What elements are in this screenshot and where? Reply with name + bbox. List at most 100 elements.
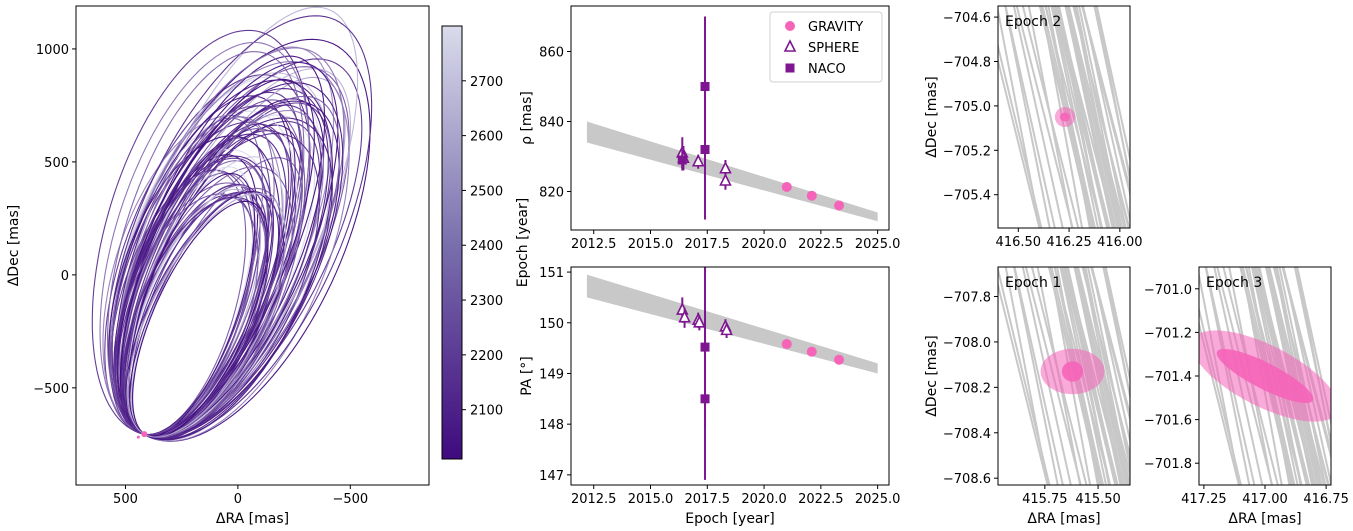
- orbit-track: [998, 56, 1041, 228]
- y-tick-label: −708.2: [943, 381, 991, 396]
- epoch2-frame: [997, 5, 1131, 229]
- gravity-point: [781, 339, 792, 350]
- separation-frame: [570, 5, 890, 231]
- y-tick-label: −701.6: [1144, 414, 1192, 429]
- epoch1-frame: [997, 266, 1131, 486]
- orbit-track: [1013, 267, 1059, 485]
- y-tick-label: 1000: [36, 43, 69, 58]
- legend-label: SPHERE: [808, 41, 859, 56]
- legend: GRAVITY SPHERE NACO: [769, 11, 883, 83]
- x-tick-label: 2015.0: [628, 492, 674, 507]
- x-tick-label: 2020.0: [741, 492, 787, 507]
- x-axis-label: Epoch [year]: [685, 511, 774, 527]
- companion-marker: [141, 431, 148, 438]
- orbit-track: [1081, 6, 1130, 193]
- y-tick-label: −704.6: [943, 11, 991, 26]
- y-tick-label: 148: [539, 418, 564, 433]
- uncertainty-ellipse-inner: [1059, 112, 1071, 122]
- x-axis-label: ΔRA [mas]: [1228, 511, 1301, 527]
- epoch3-plot-area: [1199, 267, 1331, 485]
- epoch2-axes: 416.50 416.25 416.00 −704.6 −704.8 −705.0 −705…: [924, 5, 1143, 250]
- colorbar-tick-label: 2600: [470, 130, 503, 145]
- y-tick-label: −705.4: [943, 189, 991, 204]
- orbit-track: [114, 157, 270, 436]
- epoch-annotation: Epoch 2: [1005, 14, 1061, 30]
- y-axis-label: ρ [mas]: [519, 91, 535, 145]
- legend-box: [769, 11, 883, 83]
- x-tick-label: 416.00: [1097, 235, 1143, 250]
- orbit-track: [998, 6, 1041, 228]
- y-tick-label: 149: [539, 367, 564, 382]
- separation-plot-area: [586, 16, 878, 222]
- uncertainty-ellipse-inner: [1216, 348, 1314, 404]
- gravity-point: [834, 354, 845, 365]
- orbit-track: [1090, 267, 1130, 419]
- y-tick-label: 840: [539, 116, 564, 131]
- x-tick-label: 2025.0: [855, 492, 901, 507]
- uncertainty-ellipse-inner: [1061, 361, 1084, 382]
- x-tick-label: 415.50: [1075, 492, 1121, 507]
- gravity-point: [781, 181, 792, 192]
- x-tick-label: 416.25: [1046, 235, 1092, 250]
- sphere-legend-marker: [783, 39, 797, 52]
- orbits-axes: 500 0 −500 −500 0 500 1000 ΔRA [mas] ΔDec [mas]: [6, 5, 430, 527]
- epoch3-axes: 417.25 417.00 416.75 −701.0 −701.2 −701.4 −701…: [1144, 266, 1349, 527]
- x-tick-label: 2017.5: [685, 492, 731, 507]
- y-tick-label: −708.6: [943, 472, 991, 487]
- colorbar-label: Epoch [year]: [515, 198, 531, 287]
- colorbar-tick-label: 2700: [470, 75, 503, 90]
- orbit-track: [1064, 6, 1117, 228]
- y-tick-label: −701.4: [1144, 370, 1192, 385]
- x-tick-label: 0: [234, 492, 242, 507]
- y-tick-label: 820: [539, 186, 564, 201]
- y-tick-label: −701.8: [1144, 457, 1192, 472]
- sphere-point: [678, 309, 691, 323]
- orbit-track: [1102, 267, 1130, 401]
- gravity-legend-marker: [785, 21, 795, 31]
- x-tick-label: −500: [332, 492, 368, 507]
- position_angle-axes: 2012.5 2015.0 2017.5 2020.0 2022.5 2025.0 147 1…: [519, 266, 900, 527]
- y-tick-label: −705.0: [943, 100, 991, 115]
- colorbar-tick-label: 2100: [470, 404, 503, 419]
- orbit-track: [1015, 6, 1074, 228]
- y-tick-label: −500: [33, 382, 69, 397]
- x-tick-label: 416.75: [1303, 492, 1349, 507]
- y-tick-label: 860: [539, 46, 564, 61]
- companion-marker: [136, 435, 140, 439]
- x-tick-label: 2017.5: [685, 237, 731, 252]
- x-tick-label: 2012.5: [571, 237, 617, 252]
- x-tick-label: 2015.0: [628, 237, 674, 252]
- y-tick-label: −704.8: [943, 56, 991, 71]
- y-tick-label: 151: [539, 266, 564, 281]
- colorbar-tick-label: 2500: [470, 184, 503, 199]
- x-tick-label: 416.50: [996, 235, 1042, 250]
- x-tick-label: 2022.5: [798, 237, 844, 252]
- y-axis-label: PA [°]: [519, 356, 535, 396]
- orbit-track: [1075, 6, 1123, 228]
- orbit-track: [1072, 6, 1130, 228]
- x-tick-label: 417.25: [1181, 492, 1227, 507]
- orbits-frame: [75, 5, 430, 486]
- epoch1-plot-area: [998, 267, 1130, 485]
- x-axis-label: ΔRA [mas]: [1027, 511, 1100, 527]
- y-axis-label: ΔDec [mas]: [924, 76, 940, 158]
- separation-axes: 2012.5 2015.0 2017.5 2020.0 2022.5 2025.0 820 8…: [519, 5, 901, 252]
- y-tick-label: −701.2: [1144, 326, 1192, 341]
- sphere-point: [719, 173, 732, 186]
- orbit-track: [1075, 267, 1130, 479]
- orbit-track: [1066, 6, 1126, 228]
- orbit-track: [1086, 267, 1130, 473]
- position_angle-plot-area: [586, 267, 878, 480]
- orbit-track: [1012, 6, 1064, 228]
- x-tick-label: 2020.0: [741, 237, 787, 252]
- y-tick-label: −701.0: [1144, 283, 1192, 298]
- sphere-point: [691, 153, 705, 167]
- y-tick-label: 150: [539, 317, 564, 332]
- x-tick-label: 2025.0: [855, 237, 901, 252]
- gravity-point: [806, 190, 817, 201]
- orbit-track: [1055, 6, 1116, 228]
- epoch-annotation: Epoch 1: [1005, 275, 1061, 291]
- naco-legend-marker: [785, 63, 795, 73]
- model-band: [586, 121, 878, 222]
